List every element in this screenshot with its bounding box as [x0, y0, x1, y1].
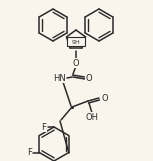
- Text: HN: HN: [53, 74, 65, 82]
- Text: F: F: [42, 123, 47, 132]
- Text: O: O: [73, 58, 79, 67]
- Text: 9H: 9H: [72, 39, 80, 44]
- Text: O: O: [102, 94, 109, 103]
- Text: O: O: [86, 74, 92, 82]
- FancyBboxPatch shape: [67, 37, 85, 46]
- Text: F: F: [27, 148, 32, 157]
- Text: OH: OH: [86, 113, 99, 122]
